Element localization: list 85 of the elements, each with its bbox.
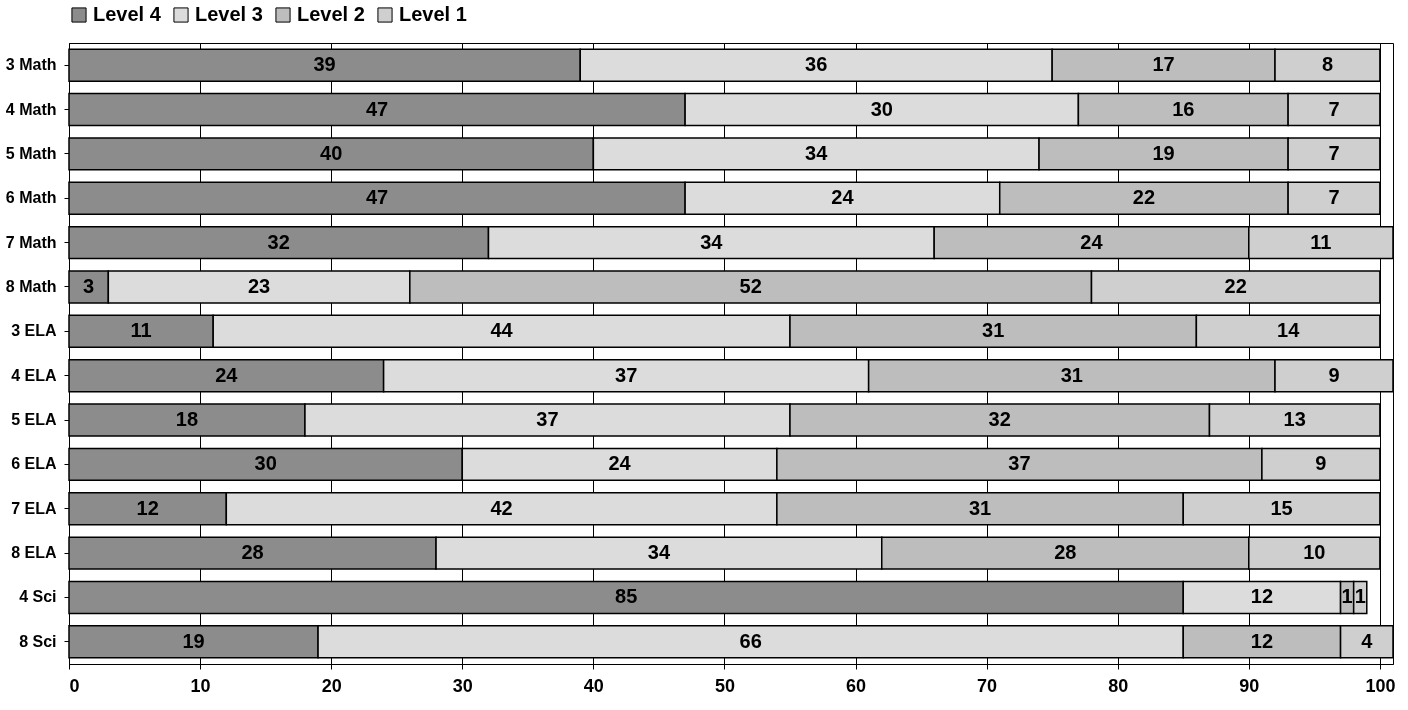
y-tick-label: 8 Sci	[19, 632, 57, 650]
x-tick-label: 30	[452, 675, 473, 696]
data-label: 9	[1328, 363, 1340, 386]
data-label: 36	[805, 53, 828, 76]
data-label: 1	[1341, 585, 1353, 608]
data-label: 31	[982, 319, 1005, 342]
legend-label: Level 1	[399, 3, 467, 25]
data-label: 31	[1060, 363, 1083, 386]
data-label: 10	[1303, 541, 1326, 564]
data-label: 1	[1354, 585, 1366, 608]
y-tick-label: 8 ELA	[11, 544, 57, 562]
data-label: 37	[536, 408, 559, 431]
x-tick-label: 80	[1108, 675, 1129, 696]
y-tick-label: 4 Math	[5, 100, 57, 118]
x-tick-label: 90	[1239, 675, 1260, 696]
data-label: 32	[267, 230, 290, 253]
y-tick-label: 6 Math	[5, 189, 57, 207]
data-label: 12	[1250, 629, 1274, 652]
data-label: 47	[365, 97, 389, 120]
legend-label: Level 3	[195, 3, 263, 25]
x-tick-label: 70	[977, 675, 998, 696]
data-label: 42	[490, 496, 513, 519]
data-label: 44	[490, 319, 514, 342]
y-tick-label: 3 ELA	[11, 322, 57, 340]
data-label: 37	[615, 363, 638, 386]
y-tick-label: 3 Math	[5, 56, 57, 74]
data-label: 52	[739, 274, 762, 297]
y-tick-label: 6 ELA	[11, 455, 57, 473]
data-label: 12	[136, 496, 159, 519]
data-label: 30	[254, 452, 277, 475]
data-label: 22	[1224, 274, 1247, 297]
x-tick-label: 40	[583, 675, 604, 696]
data-label: 19	[182, 629, 205, 652]
data-label: 30	[870, 97, 893, 120]
x-tick-label: 50	[714, 675, 735, 696]
data-label: 7	[1328, 186, 1340, 209]
data-label: 3	[83, 274, 95, 297]
data-label: 32	[988, 408, 1011, 431]
data-label: 16	[1172, 97, 1195, 120]
x-tick-label: 20	[321, 675, 342, 696]
data-label: 24	[1080, 230, 1104, 253]
x-tick-label: 0	[69, 675, 80, 696]
data-label: 85	[615, 585, 638, 608]
data-label: 24	[215, 363, 239, 386]
data-label: 28	[1054, 541, 1077, 564]
data-label: 40	[320, 141, 343, 164]
y-tick-label: 5 ELA	[11, 411, 57, 429]
data-label: 18	[175, 408, 199, 431]
data-label: 7	[1328, 97, 1340, 120]
data-label: 23	[247, 274, 271, 297]
data-label: 22	[1132, 186, 1156, 209]
data-label: 12	[1250, 585, 1274, 608]
x-tick-label: 10	[190, 675, 211, 696]
x-tick-label: 100	[1365, 675, 1396, 696]
data-label: 11	[130, 319, 152, 342]
x-tick-label: 60	[846, 675, 867, 696]
data-label: 34	[647, 541, 671, 564]
data-label: 24	[608, 452, 632, 475]
data-label: 7	[1328, 141, 1340, 164]
data-label: 19	[1152, 141, 1175, 164]
data-label: 28	[241, 541, 264, 564]
y-tick-label: 7 Math	[5, 233, 57, 251]
data-label: 31	[968, 496, 992, 519]
legend-label: Level 4	[93, 3, 162, 25]
data-label: 39	[313, 53, 336, 76]
y-tick-label: 4 Sci	[19, 588, 57, 606]
data-label: 37	[1008, 452, 1031, 475]
data-label: 47	[365, 186, 389, 209]
data-label: 34	[700, 230, 724, 253]
data-label: 8	[1321, 53, 1334, 76]
data-label: 13	[1283, 408, 1306, 431]
y-tick-label: 7 ELA	[11, 499, 57, 517]
legend-label: Level 2	[297, 3, 365, 25]
data-label: 17	[1152, 53, 1175, 76]
data-label: 34	[805, 141, 829, 164]
data-label: 9	[1315, 452, 1327, 475]
data-label: 15	[1270, 496, 1293, 519]
data-label: 4	[1361, 629, 1374, 652]
data-label: 11	[1310, 230, 1332, 253]
data-label: 24	[831, 186, 855, 209]
y-tick-label: 8 Math	[5, 277, 57, 295]
y-tick-label: 5 Math	[5, 144, 57, 162]
data-label: 66	[739, 629, 762, 652]
y-tick-label: 4 ELA	[11, 366, 57, 384]
data-label: 14	[1277, 319, 1301, 342]
